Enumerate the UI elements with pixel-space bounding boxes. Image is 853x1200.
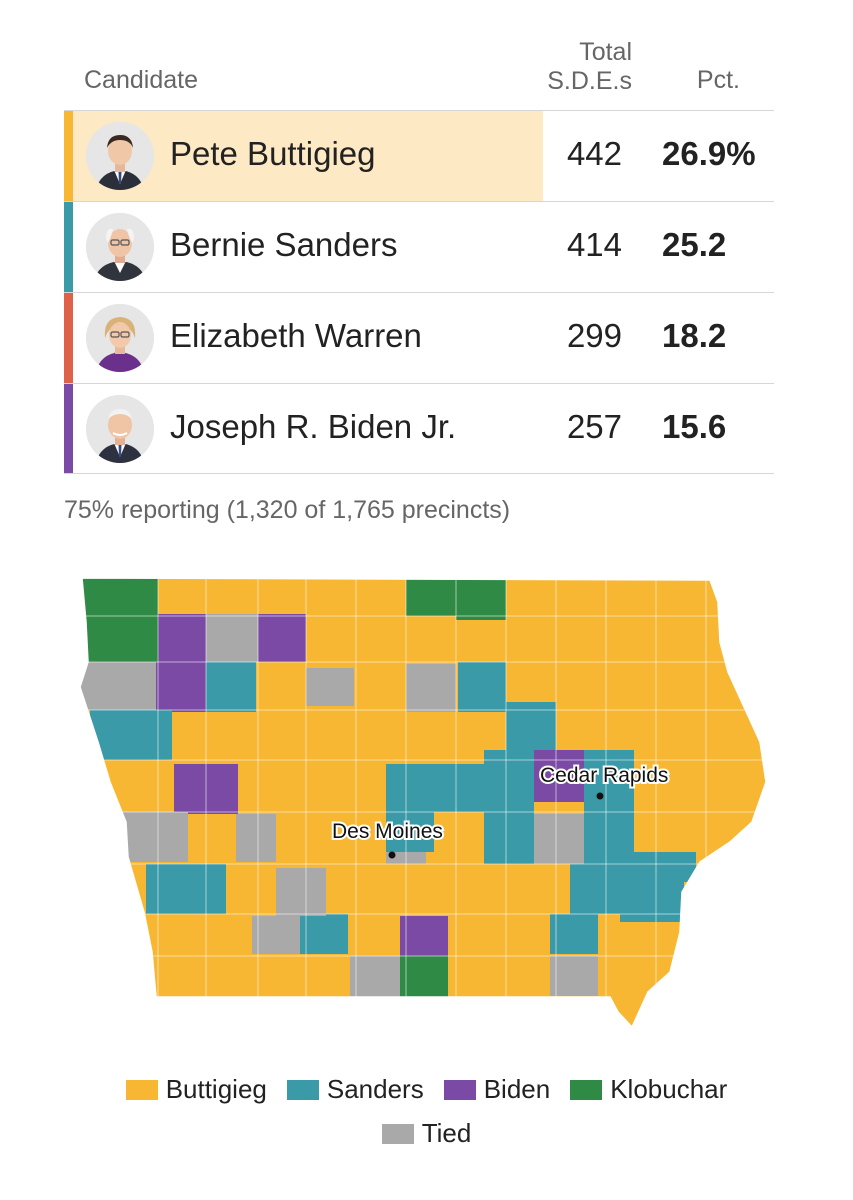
candidate-row-biden[interactable]: Joseph R. Biden Jr. 257 15.6	[64, 384, 774, 474]
candidate-sdes: 299	[566, 317, 622, 354]
candidate-color-bar	[64, 384, 73, 474]
candidate-color-bar	[64, 111, 73, 201]
candidate-name: Pete Buttigieg	[170, 135, 376, 172]
avatar-sanders	[86, 213, 154, 281]
county-borders	[80, 578, 766, 1027]
candidate-color-bar	[64, 202, 73, 292]
city-label-des-moines: Des Moines	[332, 820, 443, 843]
legend-label: Biden	[483, 1074, 551, 1104]
table-divider	[64, 292, 774, 293]
biden-counties	[156, 614, 586, 956]
city-dot	[388, 851, 396, 859]
candidate-pct: 18.2	[662, 317, 727, 354]
candidate-sdes: 442	[566, 135, 622, 172]
iowa-county-map: Des Moines Cedar Rapids	[79, 577, 767, 1029]
avatar-biden	[86, 395, 154, 463]
table-divider	[64, 383, 774, 384]
tied-counties	[80, 614, 598, 1000]
header-total-line2: S.D.E.s	[547, 67, 632, 95]
table-divider	[64, 110, 774, 111]
avatar-buttigieg	[86, 122, 154, 190]
header-candidate: Candidate	[84, 66, 198, 94]
header-pct: Pct.	[696, 66, 740, 94]
candidate-pct: 25.2	[662, 226, 727, 263]
legend-item-tied: Tied	[381, 1118, 472, 1149]
candidate-name: Bernie Sanders	[170, 226, 398, 263]
legend-swatch	[125, 1079, 158, 1100]
header-total-line1: Total	[579, 38, 632, 66]
legend-swatch	[570, 1079, 603, 1100]
map-legend: Buttigieg Sanders Biden Klobuchar	[0, 1074, 853, 1105]
city-label-cedar-rapids: Cedar Rapids	[540, 764, 668, 787]
legend-label: Sanders	[326, 1074, 424, 1104]
candidate-color-bar	[64, 293, 73, 383]
avatar-warren	[86, 304, 154, 372]
table-divider	[64, 473, 774, 474]
header-total-sdes: Total S.D.E.s	[520, 38, 632, 96]
city-dot	[596, 792, 604, 800]
candidate-sdes: 414	[566, 226, 622, 263]
reporting-status: 75% reporting (1,320 of 1,765 precincts)	[64, 496, 511, 524]
legend-swatch	[381, 1123, 414, 1144]
candidate-row-warren[interactable]: Elizabeth Warren 299 18.2	[64, 293, 774, 383]
legend-swatch	[443, 1079, 476, 1100]
map-legend-row-2: Tied	[0, 1118, 853, 1149]
legend-item-buttigieg: Buttigieg	[125, 1074, 267, 1105]
candidate-name: Joseph R. Biden Jr.	[170, 408, 457, 445]
candidate-row-buttigieg[interactable]: Pete Buttigieg 442 26.9%	[64, 111, 774, 201]
candidate-pct: 26.9%	[662, 135, 756, 172]
candidate-row-sanders[interactable]: Bernie Sanders 414 25.2	[64, 202, 774, 292]
legend-item-klobuchar: Klobuchar	[570, 1074, 727, 1105]
candidate-pct: 15.6	[662, 408, 727, 445]
city-cedar-rapids: Cedar Rapids	[538, 762, 670, 800]
legend-item-sanders: Sanders	[286, 1074, 424, 1105]
candidate-name: Elizabeth Warren	[170, 317, 422, 354]
legend-swatch	[286, 1079, 319, 1100]
legend-label: Klobuchar	[610, 1074, 728, 1104]
legend-item-biden: Biden	[443, 1074, 551, 1105]
candidate-sdes: 257	[566, 408, 622, 445]
legend-label: Buttigieg	[165, 1074, 267, 1104]
table-divider	[64, 201, 774, 202]
legend-label: Tied	[421, 1118, 472, 1148]
klobuchar-counties	[80, 578, 506, 1000]
city-des-moines: Des Moines	[330, 818, 445, 859]
